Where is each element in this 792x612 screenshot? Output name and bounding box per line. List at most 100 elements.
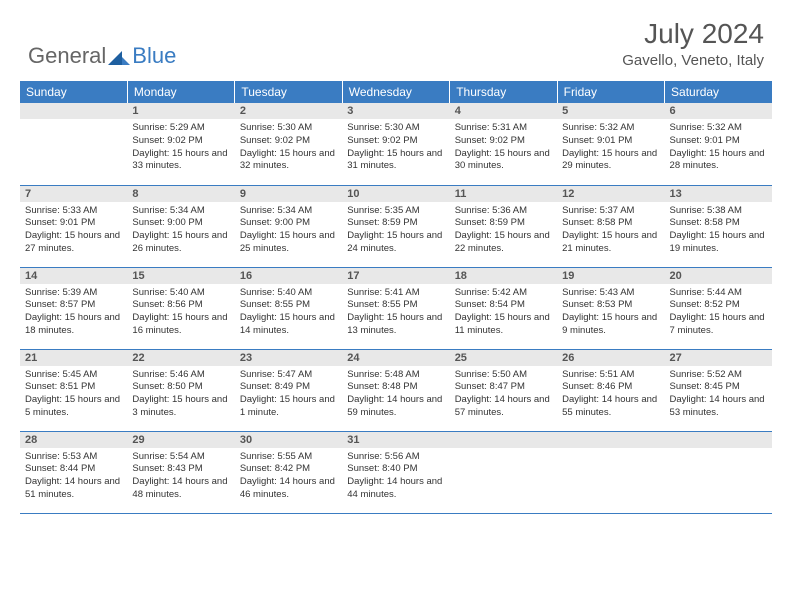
calendar-day-cell: 7Sunrise: 5:33 AMSunset: 9:01 PMDaylight… (20, 185, 127, 267)
calendar-day-cell: 21Sunrise: 5:45 AMSunset: 8:51 PMDayligh… (20, 349, 127, 431)
day-details: Sunrise: 5:34 AMSunset: 9:00 PMDaylight:… (235, 202, 342, 259)
day-details: Sunrise: 5:31 AMSunset: 9:02 PMDaylight:… (450, 119, 557, 176)
day-number (450, 432, 557, 448)
calendar-day-cell: 3Sunrise: 5:30 AMSunset: 9:02 PMDaylight… (342, 103, 449, 185)
day-details: Sunrise: 5:30 AMSunset: 9:02 PMDaylight:… (342, 119, 449, 176)
day-details: Sunrise: 5:40 AMSunset: 8:56 PMDaylight:… (127, 284, 234, 341)
day-details: Sunrise: 5:46 AMSunset: 8:50 PMDaylight:… (127, 366, 234, 423)
day-number: 2 (235, 103, 342, 119)
calendar-day-cell: 27Sunrise: 5:52 AMSunset: 8:45 PMDayligh… (665, 349, 772, 431)
calendar-table: SundayMondayTuesdayWednesdayThursdayFrid… (20, 81, 772, 514)
calendar-day-cell: 13Sunrise: 5:38 AMSunset: 8:58 PMDayligh… (665, 185, 772, 267)
day-number: 8 (127, 186, 234, 202)
calendar-body: 1Sunrise: 5:29 AMSunset: 9:02 PMDaylight… (20, 103, 772, 513)
day-number: 22 (127, 350, 234, 366)
weekday-header: Wednesday (342, 81, 449, 103)
calendar-day-cell: 20Sunrise: 5:44 AMSunset: 8:52 PMDayligh… (665, 267, 772, 349)
day-details: Sunrise: 5:34 AMSunset: 9:00 PMDaylight:… (127, 202, 234, 259)
day-number: 12 (557, 186, 664, 202)
day-number: 29 (127, 432, 234, 448)
day-number: 28 (20, 432, 127, 448)
day-number: 25 (450, 350, 557, 366)
calendar-header-row: SundayMondayTuesdayWednesdayThursdayFrid… (20, 81, 772, 103)
calendar-day-cell: 15Sunrise: 5:40 AMSunset: 8:56 PMDayligh… (127, 267, 234, 349)
day-number: 20 (665, 268, 772, 284)
day-details: Sunrise: 5:42 AMSunset: 8:54 PMDaylight:… (450, 284, 557, 341)
calendar-day-cell: 26Sunrise: 5:51 AMSunset: 8:46 PMDayligh… (557, 349, 664, 431)
logo-triangle-icon (108, 47, 130, 65)
weekday-header: Monday (127, 81, 234, 103)
day-number: 9 (235, 186, 342, 202)
calendar-day-cell: 17Sunrise: 5:41 AMSunset: 8:55 PMDayligh… (342, 267, 449, 349)
calendar-week-row: 1Sunrise: 5:29 AMSunset: 9:02 PMDaylight… (20, 103, 772, 185)
day-number (665, 432, 772, 448)
day-number (557, 432, 664, 448)
day-number: 21 (20, 350, 127, 366)
calendar-week-row: 21Sunrise: 5:45 AMSunset: 8:51 PMDayligh… (20, 349, 772, 431)
calendar-day-cell: 31Sunrise: 5:56 AMSunset: 8:40 PMDayligh… (342, 431, 449, 513)
calendar-day-cell (20, 103, 127, 185)
calendar-day-cell: 19Sunrise: 5:43 AMSunset: 8:53 PMDayligh… (557, 267, 664, 349)
title-block: July 2024 Gavello, Veneto, Italy (622, 18, 764, 69)
day-details: Sunrise: 5:56 AMSunset: 8:40 PMDaylight:… (342, 448, 449, 505)
day-number: 23 (235, 350, 342, 366)
logo-text-general: General (28, 43, 106, 69)
day-number: 1 (127, 103, 234, 119)
calendar-day-cell: 22Sunrise: 5:46 AMSunset: 8:50 PMDayligh… (127, 349, 234, 431)
calendar-day-cell: 4Sunrise: 5:31 AMSunset: 9:02 PMDaylight… (450, 103, 557, 185)
day-details: Sunrise: 5:52 AMSunset: 8:45 PMDaylight:… (665, 366, 772, 423)
day-details: Sunrise: 5:33 AMSunset: 9:01 PMDaylight:… (20, 202, 127, 259)
weekday-header: Saturday (665, 81, 772, 103)
day-number: 27 (665, 350, 772, 366)
day-number: 24 (342, 350, 449, 366)
calendar-day-cell (665, 431, 772, 513)
calendar-day-cell: 11Sunrise: 5:36 AMSunset: 8:59 PMDayligh… (450, 185, 557, 267)
calendar-day-cell: 23Sunrise: 5:47 AMSunset: 8:49 PMDayligh… (235, 349, 342, 431)
day-details: Sunrise: 5:29 AMSunset: 9:02 PMDaylight:… (127, 119, 234, 176)
calendar-day-cell: 10Sunrise: 5:35 AMSunset: 8:59 PMDayligh… (342, 185, 449, 267)
calendar-day-cell: 18Sunrise: 5:42 AMSunset: 8:54 PMDayligh… (450, 267, 557, 349)
calendar-week-row: 7Sunrise: 5:33 AMSunset: 9:01 PMDaylight… (20, 185, 772, 267)
day-details: Sunrise: 5:41 AMSunset: 8:55 PMDaylight:… (342, 284, 449, 341)
day-number: 4 (450, 103, 557, 119)
day-number: 11 (450, 186, 557, 202)
calendar-day-cell: 2Sunrise: 5:30 AMSunset: 9:02 PMDaylight… (235, 103, 342, 185)
calendar-day-cell: 28Sunrise: 5:53 AMSunset: 8:44 PMDayligh… (20, 431, 127, 513)
calendar-day-cell: 6Sunrise: 5:32 AMSunset: 9:01 PMDaylight… (665, 103, 772, 185)
logo-text-blue: Blue (132, 43, 176, 69)
day-number: 7 (20, 186, 127, 202)
day-details: Sunrise: 5:32 AMSunset: 9:01 PMDaylight:… (665, 119, 772, 176)
day-number: 16 (235, 268, 342, 284)
calendar-day-cell: 8Sunrise: 5:34 AMSunset: 9:00 PMDaylight… (127, 185, 234, 267)
calendar-day-cell: 5Sunrise: 5:32 AMSunset: 9:01 PMDaylight… (557, 103, 664, 185)
calendar-day-cell: 12Sunrise: 5:37 AMSunset: 8:58 PMDayligh… (557, 185, 664, 267)
calendar-day-cell: 14Sunrise: 5:39 AMSunset: 8:57 PMDayligh… (20, 267, 127, 349)
day-number: 15 (127, 268, 234, 284)
day-number: 30 (235, 432, 342, 448)
weekday-header: Tuesday (235, 81, 342, 103)
calendar-day-cell: 25Sunrise: 5:50 AMSunset: 8:47 PMDayligh… (450, 349, 557, 431)
day-details: Sunrise: 5:45 AMSunset: 8:51 PMDaylight:… (20, 366, 127, 423)
calendar-day-cell (557, 431, 664, 513)
day-details: Sunrise: 5:40 AMSunset: 8:55 PMDaylight:… (235, 284, 342, 341)
day-details: Sunrise: 5:51 AMSunset: 8:46 PMDaylight:… (557, 366, 664, 423)
day-number: 13 (665, 186, 772, 202)
day-details: Sunrise: 5:47 AMSunset: 8:49 PMDaylight:… (235, 366, 342, 423)
calendar-week-row: 14Sunrise: 5:39 AMSunset: 8:57 PMDayligh… (20, 267, 772, 349)
day-number: 26 (557, 350, 664, 366)
day-details: Sunrise: 5:36 AMSunset: 8:59 PMDaylight:… (450, 202, 557, 259)
day-details: Sunrise: 5:50 AMSunset: 8:47 PMDaylight:… (450, 366, 557, 423)
weekday-header: Friday (557, 81, 664, 103)
location-label: Gavello, Veneto, Italy (622, 52, 764, 69)
page-title: July 2024 (622, 18, 764, 50)
day-details: Sunrise: 5:38 AMSunset: 8:58 PMDaylight:… (665, 202, 772, 259)
day-number: 31 (342, 432, 449, 448)
day-details: Sunrise: 5:32 AMSunset: 9:01 PMDaylight:… (557, 119, 664, 176)
day-details: Sunrise: 5:54 AMSunset: 8:43 PMDaylight:… (127, 448, 234, 505)
calendar-day-cell: 29Sunrise: 5:54 AMSunset: 8:43 PMDayligh… (127, 431, 234, 513)
day-details: Sunrise: 5:30 AMSunset: 9:02 PMDaylight:… (235, 119, 342, 176)
logo: General Blue (28, 43, 176, 69)
day-number: 18 (450, 268, 557, 284)
day-number: 14 (20, 268, 127, 284)
day-number: 17 (342, 268, 449, 284)
